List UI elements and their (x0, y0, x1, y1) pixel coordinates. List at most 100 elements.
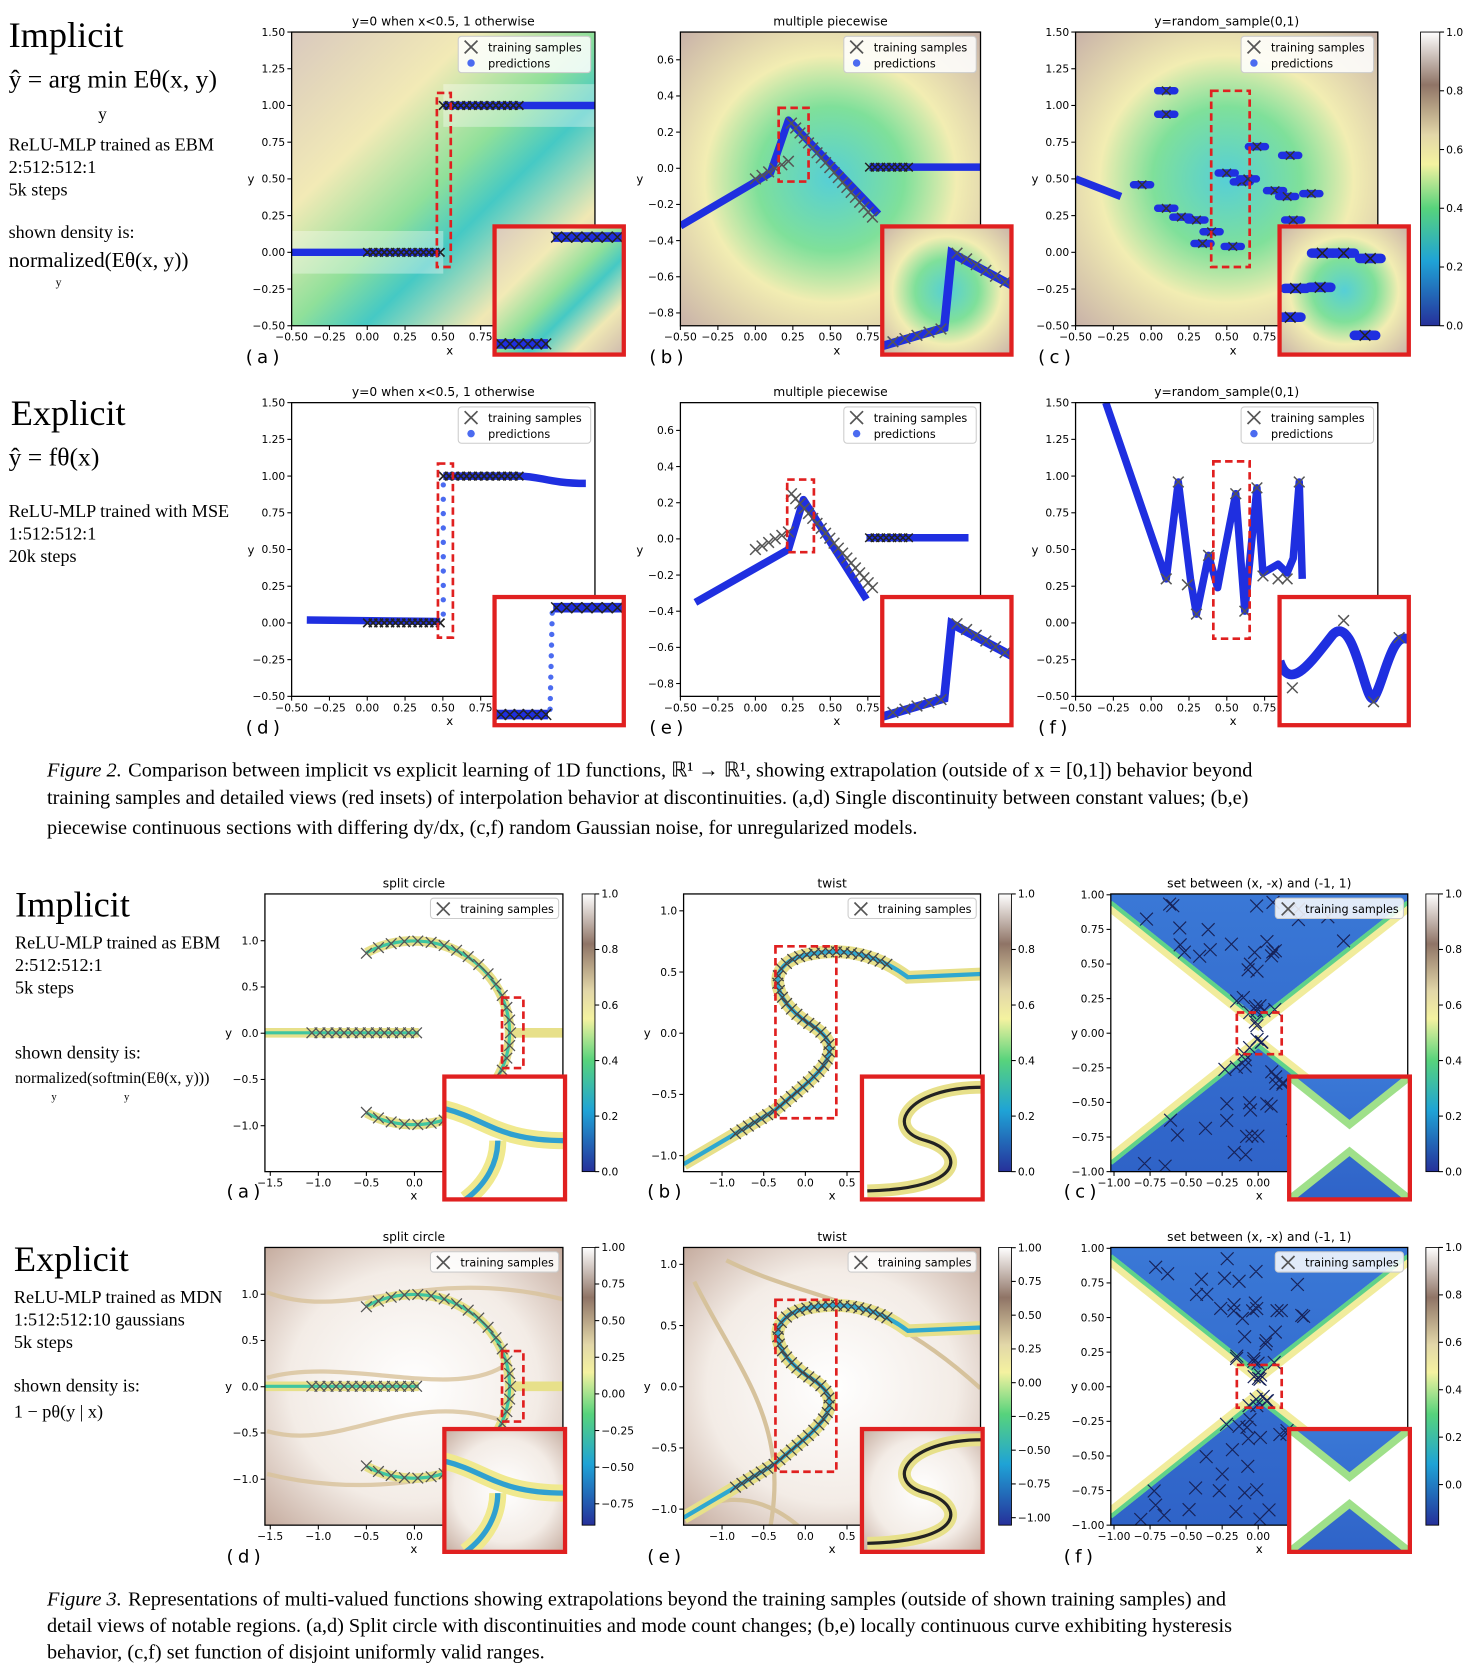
colorbar-tick-label: 0.50 (1018, 1309, 1042, 1322)
sample-marker (951, 247, 1011, 288)
caption-text: Representations of multi-valued function… (128, 1588, 1226, 1610)
y-tick-label: −0.25 (1072, 1062, 1105, 1075)
prediction-dot (440, 510, 446, 517)
colorbar-tick-label: 0.8 (1446, 85, 1463, 98)
colorbar-tick-label: 0.0 (1018, 1165, 1035, 1178)
prediction-dot (440, 568, 446, 574)
legend-label: predictions (488, 428, 550, 441)
y-tick-label: 0.50 (1081, 958, 1105, 971)
legend-label: training samples (460, 1257, 554, 1270)
inset-dot (549, 621, 555, 627)
y-tick-label: −0.2 (648, 198, 674, 211)
colorbar-tick-label: 0.25 (601, 1351, 625, 1364)
sample-marker (729, 946, 893, 1140)
caption-line: piecewise continuous sections with diffe… (47, 817, 917, 839)
inset (882, 597, 1012, 726)
inset (1279, 226, 1409, 355)
x-tick-label: −0.5 (751, 1530, 777, 1543)
panel-title: y=0 when x<0.5, 1 otherwise (352, 385, 535, 399)
inset-background (494, 226, 624, 355)
y-tick-label: −0.25 (1072, 1415, 1105, 1428)
prediction-dot (440, 582, 446, 589)
colorbar-tick-label: 0.6 (1445, 1336, 1462, 1349)
colorbar-tick-label: 1.00 (1018, 1241, 1042, 1254)
legend-dot (852, 429, 861, 438)
panel-title: y=random_sample(0,1) (1154, 385, 1299, 399)
inset-dot (547, 706, 553, 712)
x-tick-label: −0.75 (1134, 1177, 1167, 1190)
y-axis-label: y (644, 1380, 651, 1394)
caption-label: Figure 2. (46, 759, 122, 781)
legend-box (843, 406, 977, 444)
y-tick-label: 0.6 (657, 424, 674, 437)
y-tick-label: −1.00 (1072, 1519, 1105, 1532)
prediction-dot (440, 611, 446, 617)
colorbar-tick-label: 0.0 (1445, 1165, 1462, 1178)
legend-label: training samples (874, 412, 968, 425)
legend-dot (1250, 59, 1258, 67)
colorbar-tick-label: 0.0 (1446, 319, 1463, 332)
x-axis-label: x (833, 344, 840, 358)
row-text: y (98, 105, 107, 124)
inset-curve (444, 1106, 566, 1200)
colorbar-tick-label: −0.25 (601, 1424, 634, 1437)
y-tick-label: −0.25 (253, 653, 286, 666)
sample-marker (864, 532, 914, 543)
x-tick-label: −0.50 (1059, 701, 1092, 714)
x-tick-label: −0.50 (1170, 1177, 1203, 1190)
inset-curve (1279, 626, 1409, 704)
y-tick-label: −0.5 (651, 1088, 677, 1101)
x-axis-label: x (410, 1188, 417, 1202)
x-tick-label: −0.25 (702, 331, 735, 344)
y-tick-label: 0.0 (660, 1380, 677, 1393)
x-axis-label: x (829, 1542, 836, 1556)
row-text: 2:512:512:1 (15, 955, 103, 975)
x-tick-label: −0.50 (1059, 331, 1092, 344)
legend-dot (852, 59, 861, 67)
y-tick-label: −0.25 (1036, 653, 1069, 666)
inset-frame (442, 1426, 568, 1554)
x-tick-label: 0.25 (1177, 331, 1201, 344)
x-tick-label: 0.00 (1139, 331, 1163, 344)
colorbar-tick-label: 0.8 (1018, 943, 1035, 956)
y-tick-label: 0.75 (1045, 507, 1069, 520)
colorbar-tick-label: 0.8 (601, 943, 618, 956)
legend-label: training samples (1271, 412, 1365, 425)
x-axis-label: x (410, 1542, 417, 1556)
x-tick-label: −0.25 (313, 331, 346, 344)
panel-label: (a) (226, 1181, 264, 1202)
caption-line: Figure 2. Comparison between implicit vs … (46, 759, 1252, 781)
x-tick-label: 0.75 (1253, 331, 1277, 344)
x-tick-label: 0.5 (839, 1177, 856, 1190)
sample-marker (495, 708, 552, 721)
inset-region (1289, 1429, 1410, 1552)
sample-marker (1191, 215, 1202, 225)
colorbar-tick-label: 0.6 (1445, 999, 1462, 1012)
colorbar (1425, 893, 1440, 1173)
y-tick-label: 1.50 (1045, 396, 1069, 409)
sample-marker (1359, 329, 1371, 342)
y-tick-label: 0.00 (1081, 1380, 1105, 1393)
detail-region (777, 106, 810, 183)
sample-marker (495, 338, 552, 350)
legend-dot (1250, 429, 1258, 438)
y-tick-label: 0.5 (242, 981, 259, 994)
sample-marker (306, 1026, 423, 1039)
row-text: ReLU-MLP trained with MSE (9, 501, 230, 521)
colorbar-tick-label: −0.25 (1018, 1410, 1051, 1423)
colorbar (581, 1247, 596, 1526)
colorbar-tick-label: 0.2 (1446, 261, 1463, 274)
x-axis-label: x (1230, 714, 1237, 728)
y-tick-label: 0.00 (261, 246, 285, 259)
x-tick-label: −0.50 (275, 331, 308, 344)
detail-region (1235, 1011, 1284, 1056)
x-axis-label: x (446, 714, 453, 728)
inset (1279, 597, 1409, 726)
legend-label: training samples (488, 41, 582, 54)
panel-title: multiple piecewise (773, 385, 887, 399)
legend-dot (467, 59, 475, 67)
legend-label: training samples (460, 903, 554, 916)
sample-marker (1289, 282, 1302, 295)
row-text: 1:512:512:1 (9, 523, 97, 543)
y-tick-label: 0.50 (261, 173, 285, 186)
